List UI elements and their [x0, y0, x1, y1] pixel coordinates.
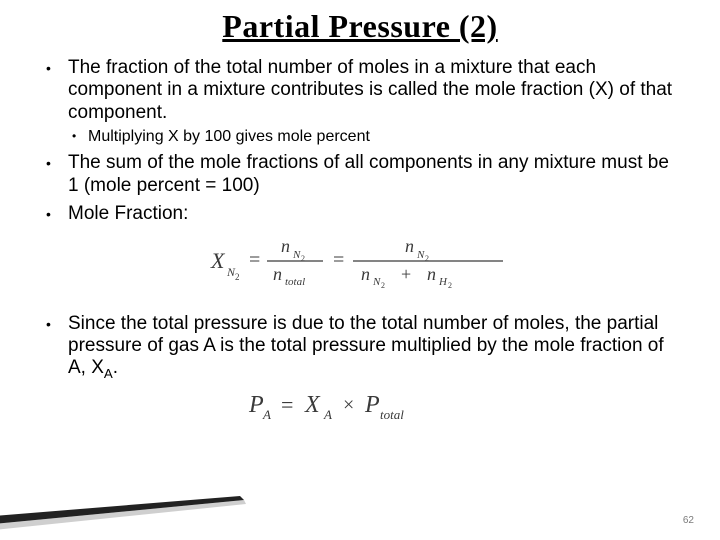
eq1-equals-2: =	[333, 249, 344, 271]
bullet-4-post: .	[113, 357, 118, 378]
slide-title: Partial Pressure (2)	[36, 8, 684, 45]
eq2-times: ×	[343, 394, 354, 416]
bullet-4: Since the total pressure is due to the t…	[44, 313, 684, 382]
equation-mole-fraction: X N 2 = n N 2 n total = n N 2 n	[36, 232, 684, 295]
eq1-den1-sub: total	[285, 276, 305, 288]
bullet-4-pre: Since the total pressure is due to the t…	[68, 313, 664, 379]
eq2-P1: P	[248, 392, 264, 418]
slide: Partial Pressure (2) The fraction of the…	[0, 0, 720, 540]
bullet-4-subA: A	[104, 366, 113, 381]
eq1-num2-var: n	[405, 236, 414, 256]
page-number: 62	[683, 515, 694, 526]
eq1-num1-sub: N	[292, 249, 301, 261]
eq1-num1-var: n	[281, 236, 290, 256]
bullet-1-sub: Multiplying X by 100 gives mole percent	[68, 127, 684, 146]
bullet-1: The fraction of the total number of mole…	[44, 57, 684, 146]
eq2-X: X	[304, 392, 321, 418]
bullet-1-text: The fraction of the total number of mole…	[68, 57, 672, 123]
sub-list: Multiplying X by 100 gives mole percent	[68, 127, 684, 146]
decorative-wedge	[0, 478, 254, 534]
eq1-den2b-sub2: 2	[448, 281, 452, 290]
equation-partial-pressure: P A = X A × P total	[36, 388, 684, 427]
eq1-den2a-sub: N	[372, 276, 381, 288]
eq1-den1-var: n	[273, 264, 282, 284]
eq2-eq: =	[281, 392, 293, 417]
eq1-den2b-sub: H	[438, 276, 448, 288]
bullet-list-2: Since the total pressure is due to the t…	[36, 313, 684, 382]
eq1-plus: +	[401, 264, 411, 284]
wedge-dark	[0, 496, 244, 524]
eq1-equals-1: =	[249, 249, 260, 271]
equation-1-svg: X N 2 = n N 2 n total = n N 2 n	[205, 232, 515, 290]
eq1-lhs-var: X	[210, 248, 226, 273]
eq1-den2b-var: n	[427, 264, 436, 284]
eq2-A1: A	[262, 407, 271, 422]
bullet-list: The fraction of the total number of mole…	[36, 57, 684, 226]
eq1-num2-sub: N	[416, 249, 425, 261]
bullet-3: Mole Fraction:	[44, 203, 684, 225]
equation-2-svg: P A = X A × P total	[245, 388, 475, 422]
eq1-den2a-sub2: 2	[381, 281, 385, 290]
bullet-2: The sum of the mole fractions of all com…	[44, 152, 684, 197]
eq2-total: total	[380, 407, 404, 422]
wedge-light	[0, 500, 246, 530]
eq1-den2a-var: n	[361, 264, 370, 284]
eq2-P2: P	[364, 392, 380, 418]
eq2-A2: A	[323, 407, 332, 422]
eq1-lhs-sub2: 2	[235, 272, 240, 282]
